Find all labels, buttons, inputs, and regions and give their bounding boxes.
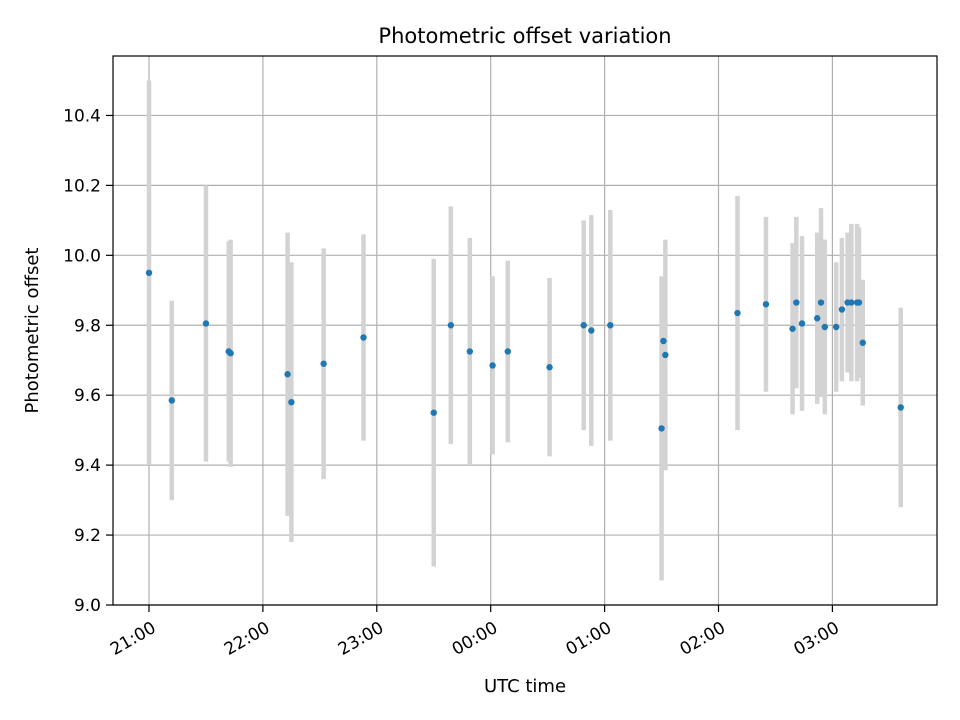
y-axis-ticks: 9.0 9.2 9.4 9.6 9.8 10.0 10.2 10.4 xyxy=(63,106,113,616)
y-tick-label: 10.4 xyxy=(63,106,101,126)
x-tick-label: 23:00 xyxy=(335,618,387,660)
plot-frame xyxy=(112,55,938,606)
y-tick-label: 10.2 xyxy=(63,176,101,196)
data-point xyxy=(798,320,806,327)
data-point xyxy=(504,348,511,355)
data-point xyxy=(145,269,153,277)
data-point xyxy=(546,364,553,371)
data-point xyxy=(360,334,367,341)
data-point xyxy=(832,323,840,331)
data-point xyxy=(762,301,770,308)
data-point xyxy=(789,325,796,332)
data-point xyxy=(855,299,863,306)
data-point xyxy=(320,360,327,367)
data-point xyxy=(658,425,665,432)
x-tick-label: 22:00 xyxy=(221,618,273,660)
data-point xyxy=(288,398,295,406)
data-point xyxy=(821,323,829,331)
y-tick-label: 9.0 xyxy=(74,596,101,616)
data-point xyxy=(430,409,437,416)
x-axis-label: UTC time xyxy=(484,676,566,697)
data-point xyxy=(859,339,866,346)
data-point xyxy=(814,315,821,322)
y-tick-label: 9.8 xyxy=(74,316,101,336)
x-tick-label: 03:00 xyxy=(790,618,842,660)
y-tick-label: 9.4 xyxy=(74,456,101,476)
y-tick-label: 9.6 xyxy=(74,386,101,406)
data-point xyxy=(848,299,855,306)
x-tick-label: 00:00 xyxy=(449,618,501,660)
data-points xyxy=(145,269,904,432)
y-tick-label: 10.0 xyxy=(63,246,101,266)
data-point xyxy=(660,337,667,345)
data-point xyxy=(227,350,234,357)
data-point xyxy=(588,327,595,334)
data-point xyxy=(662,351,669,359)
x-tick-label: 21:00 xyxy=(107,618,159,660)
data-point xyxy=(202,320,210,327)
data-point xyxy=(897,404,904,411)
data-point xyxy=(284,371,291,378)
data-point xyxy=(734,309,741,317)
x-axis-ticks: 21:00 22:00 23:00 00:00 01:00 02:00 03:00 xyxy=(107,605,843,660)
data-point xyxy=(607,322,614,329)
chart-title: Photometric offset variation xyxy=(378,24,671,48)
data-point xyxy=(580,322,587,329)
y-tick-label: 9.2 xyxy=(74,526,101,546)
error-bars xyxy=(146,80,903,581)
x-tick-label: 02:00 xyxy=(677,618,729,660)
grid-lines xyxy=(113,56,937,606)
data-point xyxy=(489,362,496,369)
data-point xyxy=(817,299,825,306)
x-tick-label: 01:00 xyxy=(563,618,615,660)
data-point xyxy=(838,306,846,313)
data-point xyxy=(447,322,455,329)
data-point xyxy=(793,299,800,306)
data-point xyxy=(168,397,175,404)
data-point xyxy=(466,348,474,355)
y-axis-label: Photometric offset xyxy=(22,248,43,414)
